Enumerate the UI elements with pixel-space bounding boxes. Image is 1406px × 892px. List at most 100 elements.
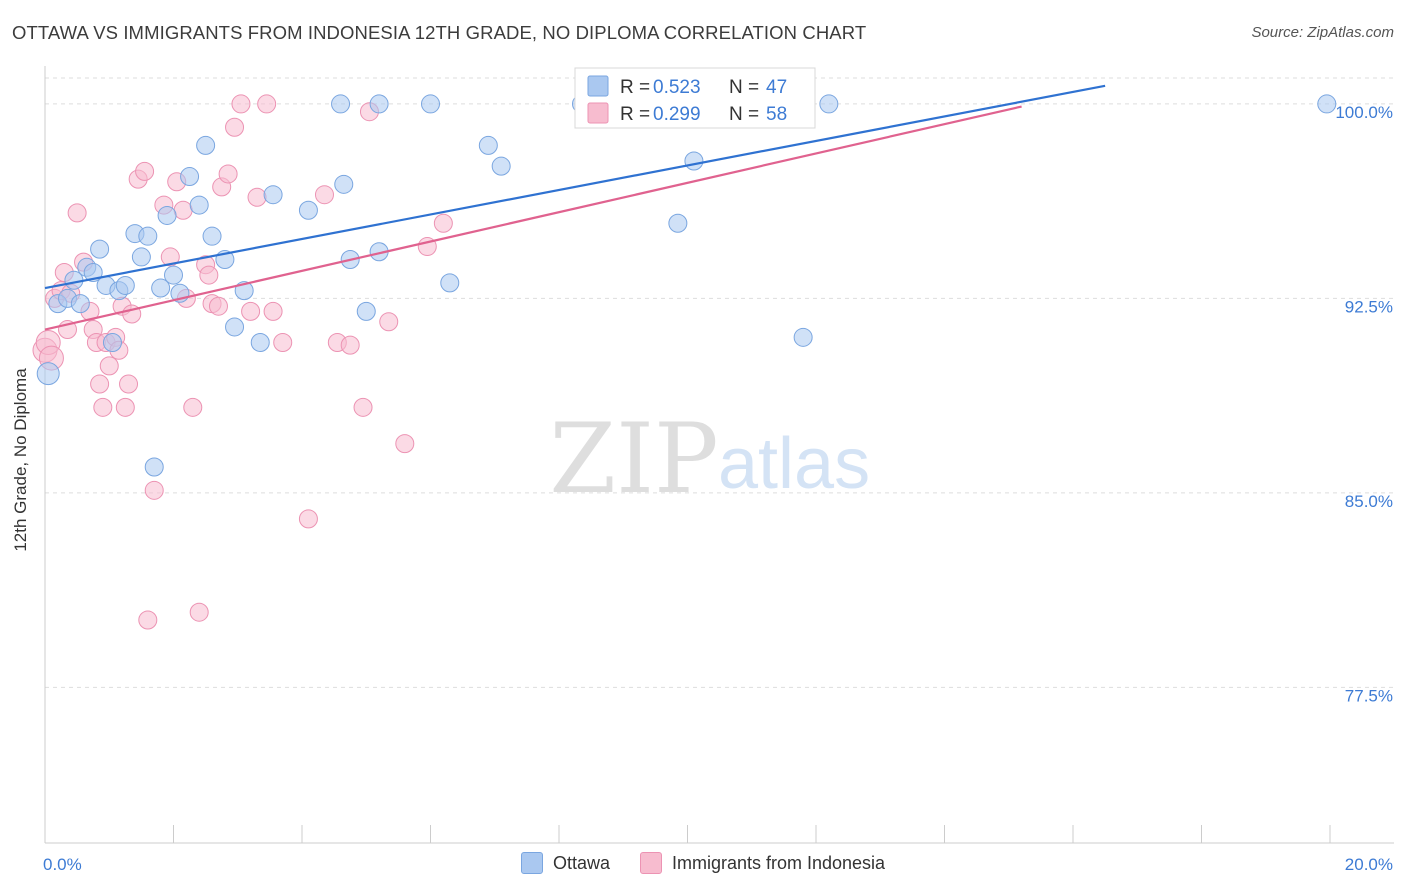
series-legend: Ottawa Immigrants from Indonesia bbox=[0, 852, 1406, 874]
indonesia-point bbox=[263, 301, 283, 321]
indonesia-point bbox=[90, 374, 110, 394]
ottawa-point bbox=[369, 94, 389, 114]
indonesia-point bbox=[353, 397, 373, 417]
trend-lines bbox=[44, 84, 1106, 331]
indonesia-point bbox=[241, 301, 261, 321]
ottawa-point bbox=[331, 94, 351, 114]
series-ottawa-points bbox=[36, 94, 1337, 477]
legend-item-indonesia: Immigrants from Indonesia bbox=[639, 852, 886, 874]
watermark-zip: ZIP bbox=[549, 403, 718, 515]
legend-n-label-ottawa: N = bbox=[729, 77, 759, 98]
ottawa-point bbox=[356, 301, 376, 321]
indonesia-point bbox=[173, 200, 193, 220]
legend-r-value-ottawa: 0.523 bbox=[653, 77, 701, 98]
y-tick-label: 100.0% bbox=[1335, 103, 1393, 122]
ottawa-point bbox=[478, 135, 498, 155]
ottawa-point bbox=[102, 333, 122, 353]
indonesia-point bbox=[208, 296, 228, 316]
indonesia-point bbox=[225, 117, 245, 137]
ottawa-point bbox=[144, 457, 164, 477]
ottawa-point bbox=[1317, 94, 1337, 114]
legend-swatch-indonesia-bottom bbox=[639, 852, 662, 874]
legend-box bbox=[574, 67, 816, 129]
ottawa-point bbox=[164, 265, 183, 285]
indonesia-point bbox=[189, 602, 209, 622]
legend-label-indonesia: Immigrants from Indonesia bbox=[671, 852, 886, 873]
ottawa-point bbox=[250, 333, 270, 353]
ottawa-point bbox=[189, 195, 209, 215]
indonesia-point bbox=[115, 397, 135, 417]
legend-swatch-indonesia bbox=[587, 102, 609, 124]
legend-item-ottawa: Ottawa bbox=[520, 852, 610, 874]
x-tick-label: 20.0% bbox=[1345, 855, 1393, 874]
series-indonesia-points bbox=[32, 94, 762, 630]
watermark: ZIP atlas bbox=[549, 403, 870, 515]
indonesia-point bbox=[67, 203, 87, 223]
indonesia-point bbox=[135, 161, 155, 181]
trend-line-indonesia bbox=[44, 105, 1022, 331]
indonesia-point bbox=[273, 333, 293, 353]
indonesia-point bbox=[314, 185, 334, 205]
y-tick-label: 92.5% bbox=[1345, 297, 1393, 316]
indonesia-point bbox=[395, 434, 415, 454]
legend-n-value-ottawa: 47 bbox=[766, 77, 787, 98]
indonesia-point bbox=[160, 247, 180, 267]
watermark-atlas: atlas bbox=[718, 424, 870, 504]
y-tick-label: 85.0% bbox=[1345, 492, 1393, 511]
legend-label-ottawa: Ottawa bbox=[552, 852, 610, 873]
ottawa-point bbox=[298, 200, 318, 220]
ottawa-point bbox=[491, 156, 511, 176]
axes bbox=[44, 66, 1394, 844]
ottawa-point bbox=[196, 135, 216, 155]
indonesia-point bbox=[183, 397, 203, 417]
ottawa-point bbox=[131, 247, 151, 267]
legend-swatch-ottawa-bottom bbox=[520, 852, 543, 874]
trend-line-ottawa bbox=[44, 84, 1106, 290]
legend-n-label-indonesia: N = bbox=[729, 104, 759, 125]
ottawa-point bbox=[90, 239, 110, 259]
tick-labels: 77.5% 85.0% 92.5% 100.0% 0.0% 20.0% bbox=[43, 103, 1393, 874]
ottawa-point bbox=[138, 226, 158, 246]
ottawa-point bbox=[421, 94, 440, 114]
gridlines bbox=[45, 77, 1394, 688]
ottawa-point bbox=[225, 317, 245, 337]
ottawa-point bbox=[334, 174, 354, 194]
indonesia-point bbox=[138, 610, 158, 630]
x-tick-label: 0.0% bbox=[43, 855, 82, 874]
legend-n-value-indonesia: 58 bbox=[766, 104, 787, 125]
ottawa-point bbox=[115, 275, 135, 295]
ottawa-point bbox=[202, 226, 222, 246]
indonesia-point bbox=[231, 94, 251, 114]
indonesia-point bbox=[93, 397, 113, 417]
legend-swatch-ottawa bbox=[587, 75, 609, 97]
indonesia-point bbox=[199, 265, 219, 285]
indonesia-point bbox=[99, 356, 119, 376]
indonesia-point bbox=[298, 509, 318, 529]
ottawa-point bbox=[180, 167, 200, 187]
ottawa-point bbox=[668, 213, 688, 233]
ottawa-point bbox=[684, 151, 704, 171]
ottawa-point bbox=[793, 327, 813, 347]
legend-r-label-ottawa: R = bbox=[620, 77, 650, 98]
ottawa-point bbox=[151, 278, 171, 298]
chart-title: OTTAWA VS IMMIGRANTS FROM INDONESIA 12TH… bbox=[12, 22, 867, 43]
indonesia-point bbox=[218, 164, 238, 184]
ottawa-point bbox=[440, 273, 460, 293]
ottawa-point bbox=[819, 94, 839, 114]
ottawa-point bbox=[70, 294, 90, 314]
y-axis-label: 12th Grade, No Diploma bbox=[11, 368, 30, 552]
indonesia-point bbox=[340, 335, 360, 355]
correlation-legend: R = 0.523 N = 47 R = 0.299 N = 58 bbox=[574, 67, 816, 129]
ottawa-point bbox=[263, 185, 283, 205]
legend-r-label-indonesia: R = bbox=[620, 104, 650, 125]
indonesia-point bbox=[119, 374, 139, 394]
y-tick-label: 77.5% bbox=[1345, 686, 1393, 705]
ottawa-point bbox=[157, 205, 177, 225]
indonesia-point bbox=[379, 312, 399, 332]
indonesia-point bbox=[257, 94, 277, 114]
legend-r-value-indonesia: 0.299 bbox=[653, 104, 701, 125]
ottawa-point bbox=[36, 362, 60, 386]
indonesia-point bbox=[247, 187, 267, 207]
indonesia-point bbox=[433, 213, 453, 233]
